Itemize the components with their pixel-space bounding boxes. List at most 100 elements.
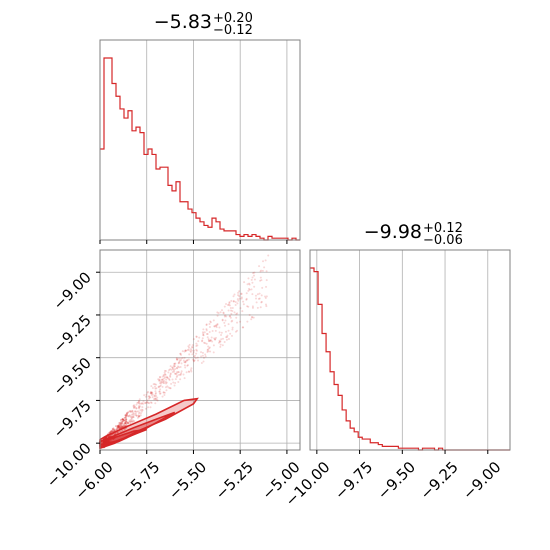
scatter-point [238, 295, 241, 298]
scatter-point [153, 383, 156, 386]
scatter-point [220, 331, 223, 334]
scatter-point [179, 359, 182, 362]
scatter-point [240, 297, 243, 300]
scatter-point [165, 378, 168, 381]
scatter-point [217, 341, 220, 344]
scatter-point [148, 396, 151, 399]
scatter-point [132, 411, 135, 414]
scatter-point [262, 260, 265, 263]
scatter-point [230, 320, 233, 323]
scatter-point [121, 418, 124, 421]
scatter-point [176, 367, 179, 370]
scatter-point [140, 408, 143, 411]
scatter-point [186, 359, 189, 362]
scatter-point [160, 382, 163, 385]
scatter-point [169, 374, 172, 377]
scatter-point [226, 304, 229, 307]
scatter-point [250, 278, 253, 281]
scatter-point [218, 326, 221, 329]
scatter-point [124, 414, 127, 417]
scatter-point [183, 356, 186, 359]
scatter-point [113, 428, 116, 431]
scatter-point [162, 378, 165, 381]
scatter-point [251, 276, 254, 279]
scatter-point [165, 381, 168, 384]
scatter-point [229, 307, 232, 310]
scatter-point [115, 425, 118, 428]
scatter-point [123, 423, 126, 426]
scatter-point [191, 344, 194, 347]
scatter-point [125, 412, 128, 415]
density-x-tick-labels: −6.00 −5.75 −5.50 −5.25 −5.00 [72, 458, 304, 503]
scatter-point [212, 344, 215, 347]
scatter-point [150, 401, 153, 404]
scatter-point [179, 374, 182, 377]
hist-x-title: −5.83 [154, 11, 212, 33]
scatter-point [159, 380, 162, 383]
scatter-point [143, 394, 146, 397]
scatter-point [172, 381, 175, 384]
scatter-point [146, 401, 149, 404]
scatter-point [157, 378, 160, 381]
scatter-point [132, 406, 135, 409]
scatter-point [202, 356, 205, 359]
scatter-point [230, 334, 233, 337]
scatter-point [209, 339, 212, 342]
scatter-point [252, 316, 255, 319]
scatter-point [187, 348, 190, 351]
scatter-point [154, 398, 157, 401]
scatter-point [135, 403, 138, 406]
scatter-point [193, 354, 196, 357]
scatter-point [267, 254, 270, 257]
scatter-point [118, 421, 121, 424]
scatter-point [189, 348, 192, 351]
scatter-point [194, 357, 197, 360]
scatter-point [250, 288, 253, 291]
scatter-point [155, 387, 158, 390]
scatter-point [208, 347, 211, 350]
scatter-point [158, 379, 161, 382]
scatter-point [190, 349, 193, 352]
scatter-point [258, 265, 261, 268]
scatter-point [163, 369, 166, 372]
scatter-point [182, 359, 185, 362]
scatter-point [125, 413, 128, 416]
scatter-point [190, 370, 193, 373]
scatter-point [136, 416, 139, 419]
scatter-point [127, 415, 130, 418]
scatter-point [122, 419, 125, 422]
scatter-point [184, 349, 187, 352]
scatter-point [158, 385, 161, 388]
scatter-point [150, 393, 153, 396]
scatter-point [150, 392, 153, 395]
scatter-point [169, 365, 172, 368]
scatter-point [259, 270, 262, 273]
tick-label-x: −9.00 [459, 458, 504, 503]
scatter-point [178, 373, 181, 376]
scatter-point [164, 369, 167, 372]
scatter-point [248, 282, 251, 285]
scatter-point [220, 334, 223, 337]
tick-label-y: −9.00 [50, 268, 95, 313]
scatter-point [111, 429, 114, 432]
scatter-point [185, 371, 188, 374]
scatter-point [247, 305, 250, 308]
scatter-point [251, 316, 254, 319]
scatter-point [178, 360, 181, 363]
scatter-point [221, 318, 224, 321]
scatter-point [260, 279, 263, 282]
scatter-point [152, 383, 155, 386]
scatter-point [195, 348, 198, 351]
scatter-point [197, 340, 200, 343]
scatter-point [179, 352, 182, 355]
scatter-point [128, 414, 131, 417]
scatter-point [176, 358, 179, 361]
scatter-point [173, 384, 176, 387]
scatter-point [160, 381, 163, 384]
scatter-point [260, 301, 263, 304]
scatter-point [138, 411, 141, 414]
scatter-point [139, 405, 142, 408]
scatter-point [134, 414, 137, 417]
scatter-point [164, 382, 167, 385]
scatter-point [265, 305, 268, 308]
